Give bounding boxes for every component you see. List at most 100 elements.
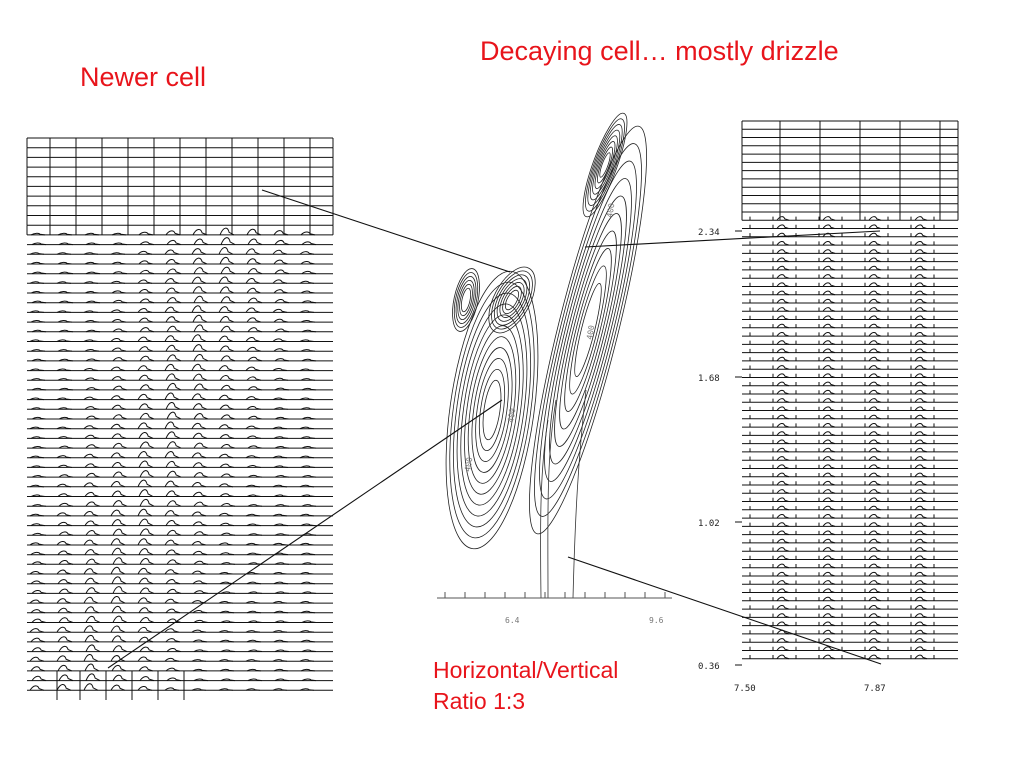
spectrum-peak — [85, 242, 101, 246]
spectrum-peak — [776, 307, 790, 312]
spectrum-peak — [165, 490, 181, 497]
spectrum-peak — [85, 501, 101, 507]
spectrum-peak — [868, 571, 882, 577]
spectrum-peak — [822, 439, 836, 445]
spectrum-peak — [245, 659, 261, 662]
spectrum-peak — [164, 278, 180, 284]
spectrum-peak — [30, 465, 46, 468]
spectrum-peak — [57, 261, 73, 265]
spectrum-peak — [822, 398, 836, 403]
spectrum-peak — [868, 224, 882, 230]
spectrum-peak — [218, 512, 234, 517]
spectrum-peak — [110, 655, 126, 662]
spectrum-peak — [822, 241, 836, 246]
spectrum-peak — [822, 307, 836, 312]
spectrum-peak — [111, 490, 127, 497]
ratio-line-2: Ratio 1:3 — [433, 688, 526, 714]
drizzle-streak — [540, 419, 549, 599]
spectrum-peak — [272, 630, 288, 633]
spectrum-peak — [84, 463, 100, 468]
spectrum-peak — [868, 654, 882, 660]
spectrum-peak — [914, 555, 928, 560]
spectrum-peak — [914, 398, 928, 403]
spectrum-peak — [138, 260, 154, 265]
contour-ring — [491, 270, 533, 330]
spectrum-peak — [776, 224, 790, 230]
spectrum-peak — [274, 475, 290, 478]
spectrum-peak — [112, 299, 128, 304]
spectrum-peak — [112, 674, 128, 682]
spectrum-peak — [29, 656, 45, 662]
spectrum-peak — [868, 232, 882, 238]
spectrum-peak — [220, 503, 236, 507]
contour-ring — [554, 213, 622, 447]
spectrum-peak — [139, 441, 155, 449]
spectrum-peak — [193, 267, 209, 275]
spectrum-peak — [868, 332, 882, 337]
spectrum-peak — [31, 504, 47, 507]
spectrum-peak — [112, 615, 128, 623]
spectrum-peak — [191, 363, 207, 372]
spectrum-peak — [84, 320, 100, 323]
spectrum-peak — [220, 532, 236, 536]
spectrum-peak — [776, 232, 790, 238]
spectrum-peak — [165, 402, 181, 410]
spectrum-peak — [776, 480, 790, 486]
spectrum-peak — [164, 510, 180, 517]
spectrum-peak — [218, 276, 234, 284]
spectrum-peak — [57, 579, 73, 585]
spectrum-peak — [138, 317, 154, 323]
spectrum-peak — [299, 688, 315, 691]
spectrum-peak — [300, 668, 316, 672]
spectrum-peak — [31, 387, 47, 391]
spectrum-peak — [165, 259, 181, 265]
spectrum-peak — [247, 620, 263, 623]
spectrum-peak — [274, 649, 290, 653]
spectrum-peak — [273, 610, 289, 614]
spectrum-peak — [138, 403, 154, 410]
spectrum-peak — [83, 339, 99, 342]
contour-ring — [587, 124, 623, 206]
spectrum-peak — [139, 498, 155, 507]
spectrum-peak — [111, 635, 127, 643]
spectrum-peak — [164, 451, 180, 459]
spectrum-peak — [776, 596, 790, 602]
spectrum-peak — [299, 251, 315, 255]
spectrum-peak — [822, 447, 836, 453]
spectrum-peak — [914, 613, 928, 618]
spectrum-peak — [58, 531, 74, 536]
spectrum-peak — [776, 315, 790, 321]
contour-ring — [502, 285, 522, 315]
spectrum-peak — [191, 248, 207, 255]
spectrum-peak — [57, 550, 73, 556]
spectrum-peak — [776, 547, 790, 552]
spectrum-peak — [914, 505, 928, 511]
spectrum-peak — [273, 289, 289, 294]
contour-ring — [449, 281, 535, 539]
spectrum-peak — [776, 406, 790, 412]
spectrum-peak — [112, 471, 128, 478]
spectrum-peak — [868, 489, 882, 494]
spectrum-peak — [58, 387, 74, 391]
spectrum-peak — [247, 238, 263, 246]
spectrum-peak — [58, 358, 74, 362]
spectrum-peak — [822, 315, 836, 321]
spectrum-peak — [776, 257, 790, 263]
spectrum-peak — [219, 227, 235, 236]
spectrum-peak — [56, 397, 72, 401]
spectrum-peak — [57, 436, 73, 439]
spectrum-peak — [191, 541, 207, 546]
spectrum-peak — [58, 445, 74, 449]
spectrum-peak — [301, 649, 317, 653]
spectrum-peak — [56, 598, 72, 604]
spectrum-peak — [776, 431, 790, 436]
spectrum-peak — [272, 601, 288, 604]
spectrum-peak — [138, 607, 154, 614]
spectrum-peak — [137, 567, 153, 575]
spectrum-peak — [85, 271, 101, 275]
spectrum-peak — [914, 356, 928, 362]
spectrum-peak — [56, 655, 72, 662]
spectrum-peak — [914, 497, 928, 503]
spectrum-peak — [31, 590, 47, 594]
spectrum-peak — [57, 464, 73, 468]
